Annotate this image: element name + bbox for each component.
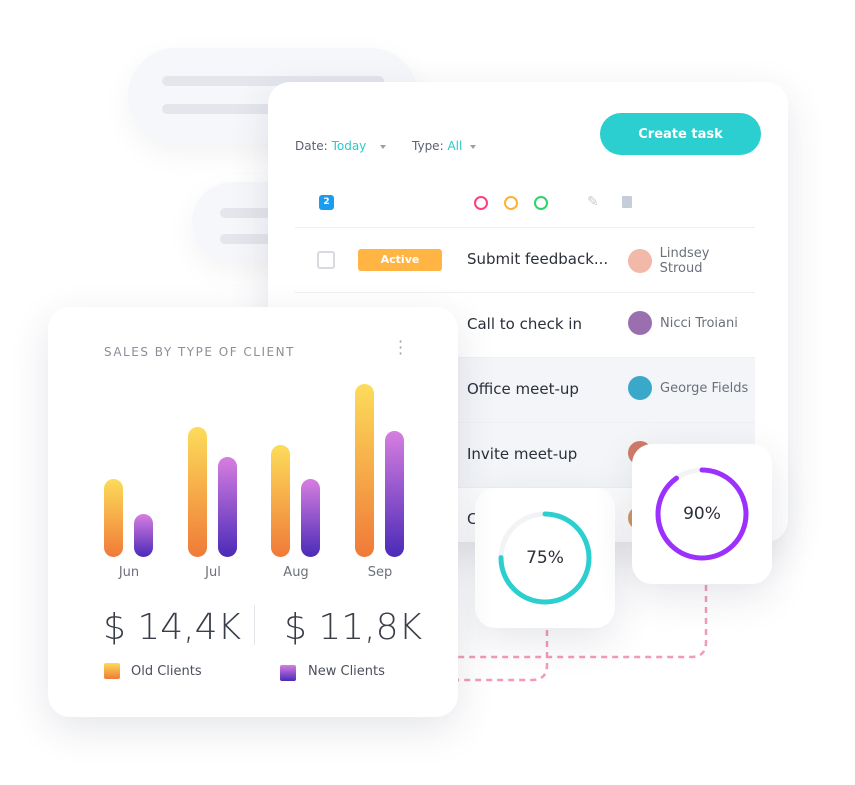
caret-down-icon (380, 144, 387, 149)
bar-aug-old (271, 444, 290, 557)
gauge-label: 90% (683, 504, 721, 524)
create-task-button[interactable]: Create task (600, 113, 761, 155)
row-checkbox[interactable] (317, 251, 335, 269)
legend-label-new: New Clients (308, 664, 385, 679)
bar-chart: Jun Jul Aug Sep (48, 307, 458, 607)
status-badge: Active (358, 249, 442, 271)
x-tick-label: Sep (367, 565, 393, 580)
assignee-name: Lindsey Stroud (659, 246, 710, 276)
assignee-name: George Fields (660, 380, 749, 396)
edit-icon[interactable]: ✎ (587, 194, 599, 210)
caret-down-icon (470, 144, 477, 149)
bar-jul-old (188, 427, 207, 557)
avatar (628, 311, 652, 335)
assignee-name: Nicci Troiani (660, 315, 738, 331)
new-clients-total: $ 11,8K (284, 607, 423, 648)
more-options-icon[interactable]: · · · (398, 332, 404, 363)
bar-jun-old (104, 479, 123, 557)
avatar (628, 249, 652, 273)
type-filter[interactable]: Type: All (412, 139, 477, 153)
bar-sep-old (355, 384, 374, 557)
task-title: Submit feedback... (467, 250, 609, 268)
legend-swatch-old (104, 663, 120, 679)
avatar (628, 376, 652, 400)
date-filter[interactable]: Date: Today (295, 139, 387, 153)
selected-count-badge: 2 (319, 195, 334, 210)
task-title: Office meet-up (467, 380, 579, 398)
task-title: Invite meet-up (467, 445, 578, 463)
status-filter-green[interactable] (534, 196, 548, 210)
old-clients-total: $ 14,4K (103, 607, 242, 648)
x-tick-label: Aug (283, 565, 309, 580)
legend-label-old: Old Clients (131, 664, 202, 679)
table-row[interactable]: Call to check in Nicci Troiani (295, 292, 755, 357)
legend-swatch-new (280, 665, 296, 681)
gauge-label: 75% (526, 548, 564, 568)
progress-ring (655, 467, 749, 561)
trash-icon[interactable] (622, 196, 632, 208)
gauge-card-75: 75% (475, 488, 615, 628)
gauge-card-90: 90% (632, 444, 772, 584)
bar-sep-new (385, 430, 404, 557)
x-tick-label: Jun (118, 565, 140, 580)
sales-chart-card: SALES BY TYPE OF CLIENT · · · Jun Jul Aug Sep… (48, 307, 458, 717)
x-tick-label: Jul (205, 565, 221, 580)
progress-ring (498, 511, 592, 605)
status-filter-red[interactable] (474, 196, 488, 210)
bar-jul-new (218, 456, 237, 557)
task-title: C (467, 510, 478, 528)
bar-jun-new (134, 513, 153, 557)
table-row[interactable]: Active Submit feedback... Lindsey Stroud (295, 227, 755, 292)
task-title: Call to check in (467, 315, 582, 333)
divider (254, 605, 255, 645)
status-filter-orange[interactable] (504, 196, 518, 210)
bar-aug-new (301, 479, 320, 557)
connector-lines (455, 585, 708, 682)
chart-title: SALES BY TYPE OF CLIENT (104, 345, 295, 359)
